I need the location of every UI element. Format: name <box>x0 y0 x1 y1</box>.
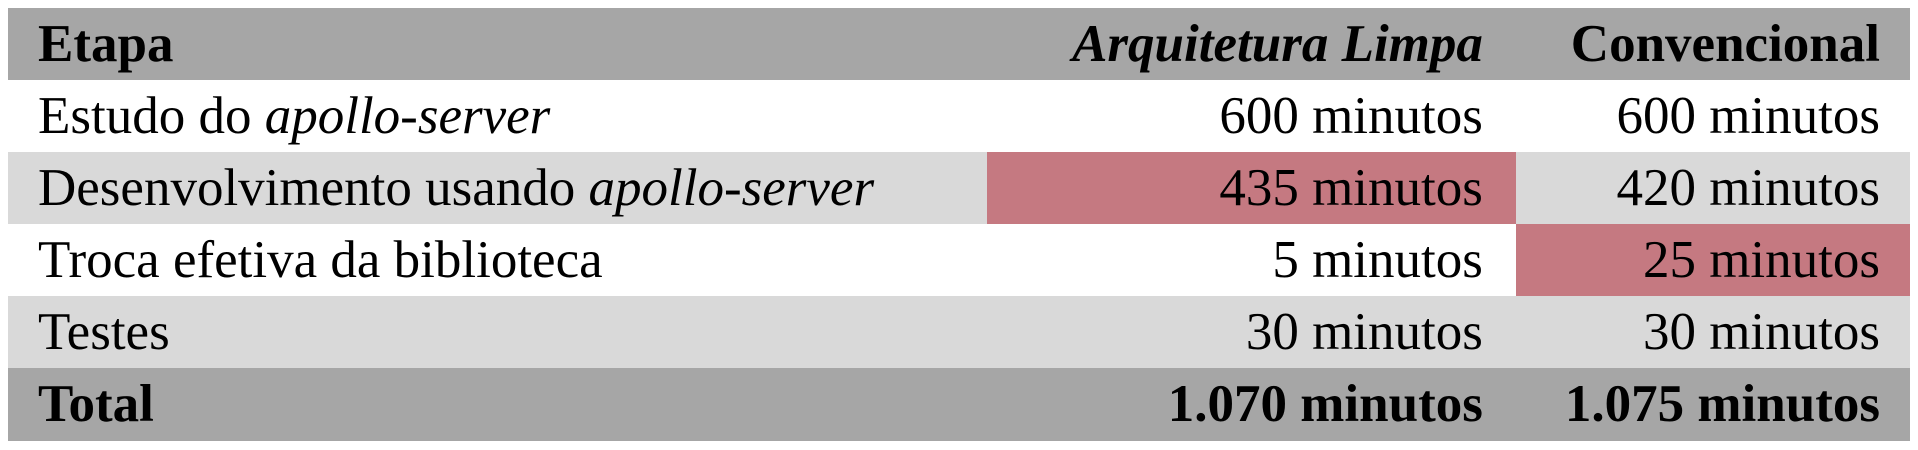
step-text: Estudo do <box>38 86 265 145</box>
step-text: Testes <box>38 302 170 361</box>
clean-time-cell: 30 minutos <box>987 296 1516 368</box>
conventional-time-cell: 30 minutos <box>1515 296 1910 368</box>
step-library-name: apollo-server <box>264 86 551 145</box>
step-cell: Testes <box>8 296 988 368</box>
conventional-time-cell: 420 minutos <box>1515 152 1910 224</box>
step-library-name: apollo-server <box>588 158 875 217</box>
clean-time-cell: 600 minutos <box>987 80 1516 152</box>
total-conventional-time: 1.075 minutos <box>1515 368 1910 441</box>
table-total-row: Total 1.070 minutos 1.075 minutos <box>8 368 1910 441</box>
header-step: Etapa <box>8 8 988 80</box>
clean-time-cell-highlighted: 435 minutos <box>987 152 1516 224</box>
table-row: Testes 30 minutos 30 minutos <box>8 296 1910 368</box>
table-row: Troca efetiva da biblioteca 5 minutos 25… <box>8 224 1910 296</box>
conventional-time-cell: 600 minutos <box>1515 80 1910 152</box>
step-text: Troca efetiva da biblioteca <box>38 230 603 289</box>
table-header-row: Etapa Arquitetura Limpa Convencional <box>8 8 1910 80</box>
table-row: Estudo do apollo-server 600 minutos 600 … <box>8 80 1910 152</box>
header-clean-architecture: Arquitetura Limpa <box>987 8 1516 80</box>
step-text: Desenvolvimento usando <box>38 158 589 217</box>
total-clean-time: 1.070 minutos <box>987 368 1516 441</box>
step-cell: Estudo do apollo-server <box>8 80 988 152</box>
clean-time-cell: 5 minutos <box>987 224 1516 296</box>
header-conventional: Convencional <box>1515 8 1910 80</box>
step-cell: Desenvolvimento usando apollo-server <box>8 152 988 224</box>
comparison-table: Etapa Arquitetura Limpa Convencional Est… <box>8 8 1910 441</box>
total-label: Total <box>8 368 988 441</box>
table-row: Desenvolvimento usando apollo-server 435… <box>8 152 1910 224</box>
step-cell: Troca efetiva da biblioteca <box>8 224 988 296</box>
conventional-time-cell-highlighted: 25 minutos <box>1515 224 1910 296</box>
